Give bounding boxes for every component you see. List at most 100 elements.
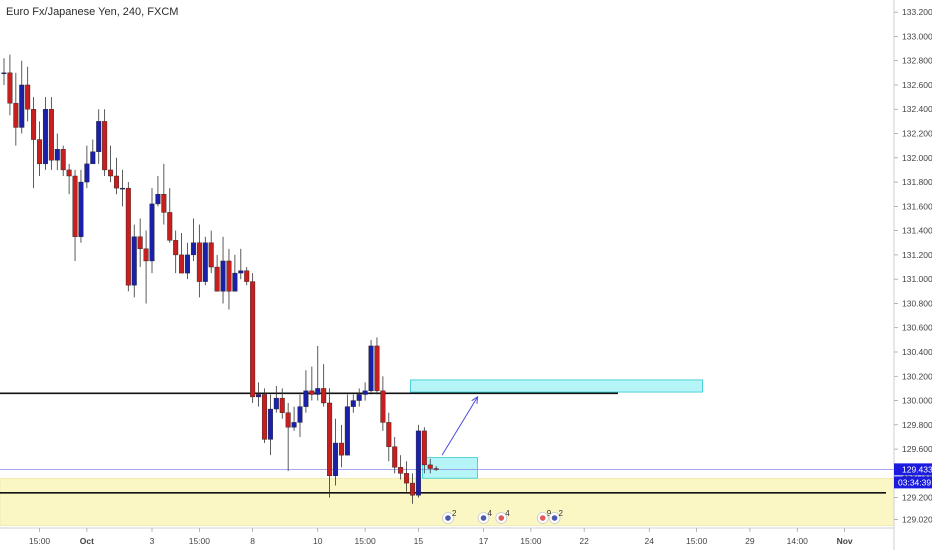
event-icon (445, 515, 451, 521)
candle-body (190, 242, 196, 256)
price-tick-label: 133.000 (902, 31, 932, 41)
candle-body (196, 242, 202, 282)
candle-body (315, 388, 321, 395)
price-tick-label: 131.200 (902, 250, 932, 260)
price-tick-label: 131.000 (902, 274, 932, 284)
price-tick-label: 132.000 (902, 153, 932, 163)
candle-body (338, 442, 344, 456)
price-tick-label: 129.020 (902, 515, 932, 525)
candle-body (102, 121, 108, 171)
current-price-tag (894, 463, 932, 476)
candle-body (427, 464, 433, 469)
price-tick-label: 131.800 (902, 177, 932, 187)
candle-body (309, 390, 315, 395)
price-axis[interactable]: 133.200 133.000 132.800 132.600 132.400 132.2… (893, 0, 932, 550)
price-tick-label: 130.000 (902, 396, 932, 406)
candle-body (362, 390, 368, 395)
time-tick-label: 10 (313, 536, 323, 546)
candle-body (244, 270, 250, 282)
price-tick-label: 129.800 (902, 420, 932, 430)
candle-body (155, 194, 161, 205)
event-icon (480, 515, 487, 521)
projection-arrow-head (471, 395, 479, 404)
candle-body (273, 397, 279, 410)
time-axis[interactable]: 15:00 Oct 3 15:00 8 10 15:00 15 17 15:00 22 24 15:00… (0, 527, 894, 546)
price-tick-label: 130.400 (902, 347, 932, 357)
candle-body (350, 400, 356, 407)
candles-layer (1, 54, 439, 504)
candle-body (96, 121, 102, 152)
candle-body (250, 281, 256, 398)
price-tick-label: 133.200 (902, 7, 932, 17)
candle-body (238, 270, 244, 274)
candle-body (285, 412, 291, 428)
candle-body (90, 151, 96, 165)
time-tick-label: 15 (414, 536, 424, 546)
price-tick-label: 132.600 (902, 80, 932, 90)
candle-body (297, 406, 303, 423)
projection-arrow (441, 396, 479, 456)
countdown-tag (894, 476, 932, 489)
candle-body (356, 394, 362, 401)
price-tick-label: 131.600 (902, 201, 932, 211)
candle-body (374, 345, 380, 392)
candle-body (321, 388, 327, 404)
event-count: 2 (559, 509, 564, 518)
supply-zone (410, 379, 703, 393)
candle-body (37, 139, 43, 165)
candle-body (421, 430, 427, 466)
time-tick-label: 15:00 (29, 536, 51, 546)
time-tick-label: 17 (479, 536, 489, 546)
candle-body (108, 169, 114, 177)
annotations-layer (441, 395, 479, 456)
candle-body (78, 181, 84, 237)
candle-body (220, 260, 226, 292)
time-tick-label: Nov (837, 536, 853, 546)
event-icon (498, 515, 505, 521)
candle-body (327, 402, 333, 477)
candle-body (125, 187, 131, 286)
candle-body (433, 468, 439, 470)
price-tick-label: 131.400 (902, 226, 932, 236)
candle-body (25, 84, 31, 110)
candle-body (279, 397, 285, 413)
time-tick-label: 15:00 (520, 536, 542, 546)
time-tick-label: 24 (645, 536, 655, 546)
candle-body (31, 109, 37, 140)
price-tick-label: 130.200 (902, 371, 932, 381)
candle-body (72, 175, 78, 237)
price-tick-label: 132.400 (902, 104, 932, 114)
candle-body (19, 84, 25, 128)
candle-body (131, 236, 137, 286)
candle-body (232, 272, 238, 292)
candle-body (60, 149, 66, 171)
candle-body (386, 422, 392, 447)
candle-body (398, 467, 404, 474)
candle-body (66, 169, 72, 177)
time-tick-label: 14:00 (787, 536, 809, 546)
candle-body (368, 345, 374, 392)
candle-body (261, 394, 267, 440)
candle-body (256, 394, 262, 398)
event-icon (539, 515, 546, 521)
candle-body (1, 72, 7, 75)
time-tick-label: 3 (150, 536, 155, 546)
event-count: 2 (452, 509, 457, 518)
time-tick-label: 15:00 (354, 536, 376, 546)
candle-body (48, 109, 54, 161)
price-tick-label: 129.200 (902, 493, 932, 503)
countdown-label: 03:34:39 (898, 477, 931, 487)
candle-body (202, 242, 208, 282)
zones-layer (0, 379, 895, 526)
candle-body (173, 240, 179, 256)
candle-body (149, 203, 155, 262)
candle-body (143, 248, 149, 262)
candle-body (179, 254, 185, 274)
event-count: 4 (505, 509, 510, 518)
candle-body (185, 254, 191, 274)
candle-body (137, 236, 143, 250)
time-tick-label: 15:00 (686, 536, 708, 546)
candle-body (404, 473, 410, 484)
